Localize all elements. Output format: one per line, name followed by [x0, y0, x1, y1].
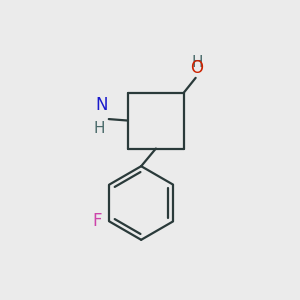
Text: O: O	[190, 59, 204, 77]
Text: F: F	[92, 212, 102, 230]
Text: N: N	[95, 96, 108, 114]
Text: H: H	[191, 56, 203, 70]
Text: H: H	[94, 121, 105, 136]
